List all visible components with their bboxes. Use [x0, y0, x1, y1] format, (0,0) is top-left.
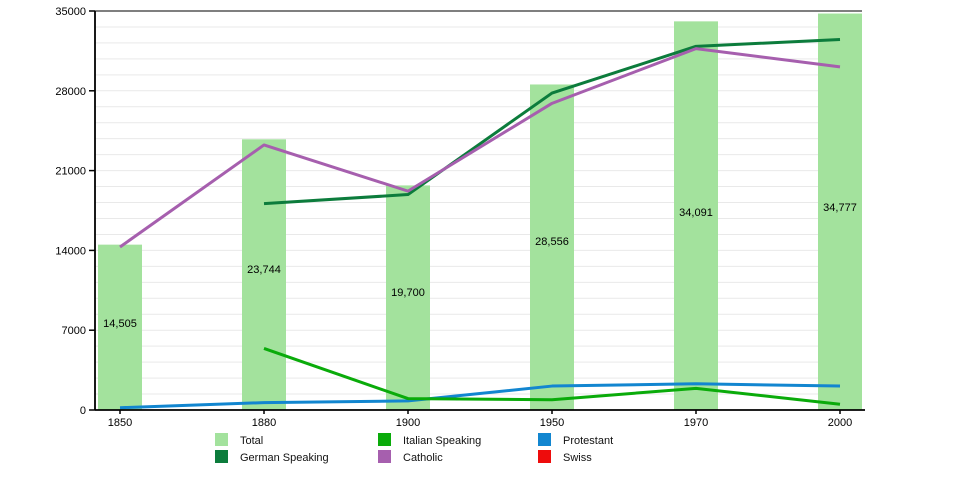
y-tick-label: 0	[80, 405, 86, 417]
line-protestant	[119, 382, 841, 410]
line-catholic	[119, 47, 841, 249]
legend-label: German Speaking	[240, 452, 329, 464]
total-bar	[98, 244, 142, 410]
x-tick-label: 1880	[252, 417, 276, 429]
legend-swatch	[538, 450, 551, 463]
legend-label: Catholic	[403, 452, 443, 464]
legend-swatch	[215, 450, 228, 463]
legend-swatch	[378, 433, 391, 446]
bar-value-label: 34,091	[679, 207, 713, 219]
x-tick-label: 1970	[684, 417, 708, 429]
x-tick-label: 1950	[540, 417, 564, 429]
legend-label: Total	[240, 435, 263, 447]
legend-label: Italian Speaking	[403, 435, 481, 447]
legend-swatch	[378, 450, 391, 463]
total-bar	[242, 139, 286, 410]
x-tick-label: 1850	[108, 417, 132, 429]
legend-swatch	[215, 433, 228, 446]
bar-value-label: 14,505	[103, 318, 137, 330]
x-tick-label: 2000	[828, 417, 852, 429]
legend-label: Protestant	[563, 435, 613, 447]
bar-value-label: 19,700	[391, 287, 425, 299]
legend-swatch	[538, 433, 551, 446]
bar-value-label: 28,556	[535, 236, 569, 248]
total-bar	[674, 21, 718, 410]
y-tick-label: 28000	[55, 86, 86, 98]
line-italian-speaking	[263, 347, 841, 406]
total-bar	[818, 13, 862, 410]
line-german-speaking	[263, 38, 841, 206]
y-tick-label: 35000	[55, 6, 86, 18]
bar-value-label: 23,744	[247, 264, 281, 276]
y-tick-label: 14000	[55, 245, 86, 257]
bar-value-label: 34,777	[823, 202, 857, 214]
x-tick-label: 1900	[396, 417, 420, 429]
total-bar	[530, 84, 574, 410]
total-bar	[386, 185, 430, 410]
y-tick-label: 7000	[62, 325, 86, 337]
y-tick-label: 21000	[55, 166, 86, 178]
legend-label: Swiss	[563, 452, 592, 464]
